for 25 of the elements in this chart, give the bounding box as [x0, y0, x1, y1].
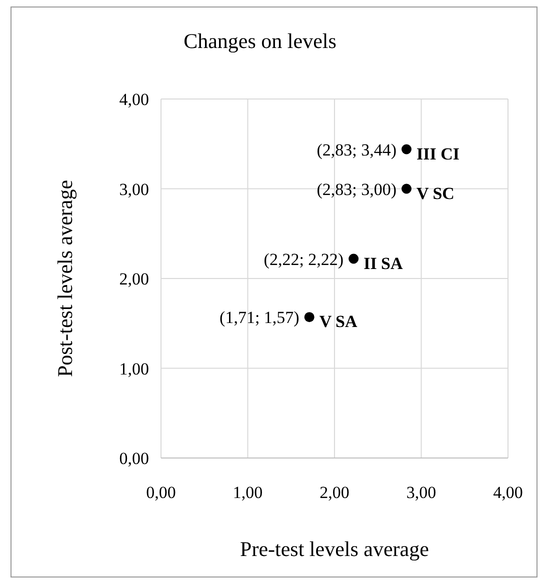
- y-tick-label: 0,00: [119, 449, 149, 468]
- point: [402, 184, 412, 194]
- point: [348, 254, 359, 264]
- point: [402, 144, 412, 154]
- annotation: III CI: [416, 144, 460, 164]
- x-tick-label: 2,00: [320, 483, 350, 502]
- data-label: (2,83; 3,44): [316, 140, 397, 160]
- y-tick-label: 3,00: [119, 180, 149, 199]
- point: [304, 312, 314, 322]
- data-label: (1,71; 1,57): [220, 308, 300, 328]
- annotation: II SA: [364, 254, 404, 273]
- data-label: (2,83; 3,00): [316, 180, 397, 199]
- annotation: V SA: [319, 312, 358, 332]
- x-tick-label: 4,00: [493, 483, 523, 502]
- y-axis-title: Post-test levels average: [53, 180, 77, 378]
- y-tick-label: 1,00: [119, 359, 149, 378]
- x-tick-label: 0,00: [146, 483, 176, 502]
- x-axis-title: Pre-test levels average: [240, 537, 429, 561]
- y-tick-label: 4,00: [119, 90, 149, 109]
- x-tick-label: 1,00: [232, 483, 263, 502]
- chart-title: Changes on levels: [184, 29, 336, 53]
- x-tick-label: 3,00: [406, 483, 436, 502]
- annotation: V SC: [416, 184, 454, 203]
- y-tick-label: 2,00: [119, 270, 149, 288]
- data-label: (2,22; 2,22): [264, 250, 344, 269]
